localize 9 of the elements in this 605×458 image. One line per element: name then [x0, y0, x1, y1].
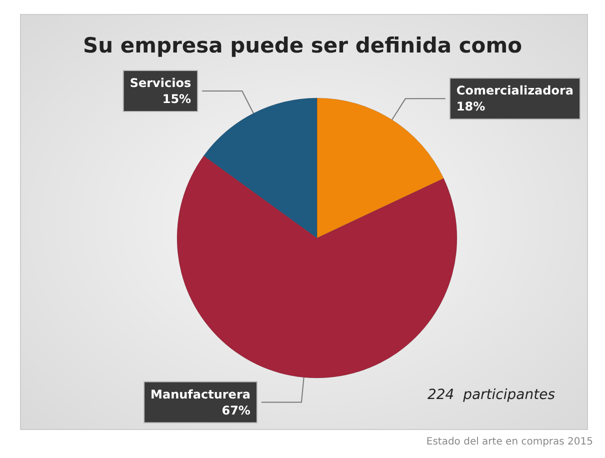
- text: 224 participantes: [427, 387, 555, 403]
- slice-label: Manufacturera: [150, 387, 250, 402]
- slice-label: Comercializadora: [456, 84, 574, 98]
- slice-label: Servicios: [130, 76, 192, 90]
- data-label: 18%: [456, 100, 486, 114]
- data-label: 15%: [162, 92, 192, 106]
- chart-title: Su empresa puede ser definida como: [82, 34, 522, 58]
- text: Estado del arte en compras 2015: [426, 436, 594, 448]
- data-label: 67%: [222, 403, 250, 418]
